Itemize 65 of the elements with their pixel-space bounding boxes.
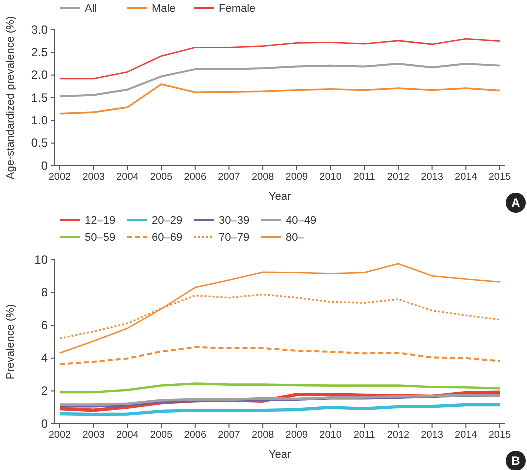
x-tick-label: 2011 — [354, 430, 376, 442]
x-tick-label: 2003 — [82, 172, 106, 184]
x-axis-title: Year — [268, 449, 292, 461]
x-tick-label: 2005 — [150, 430, 174, 442]
legend-label: 70–79 — [219, 232, 250, 244]
x-tick-label: 2004 — [116, 172, 140, 184]
legend-label: 60–69 — [152, 232, 183, 244]
y-tick-label: 6 — [41, 318, 48, 332]
x-tick-label: 2010 — [320, 172, 342, 184]
x-tick-label: 2011 — [354, 172, 376, 184]
y-tick-label: 0 — [41, 158, 48, 173]
x-tick-label: 2008 — [252, 430, 275, 442]
line-series — [59, 38, 501, 80]
x-tick-label: 2014 — [455, 172, 478, 184]
legend-label: Female — [219, 3, 256, 15]
x-tick-label: 2002 — [48, 172, 72, 184]
y-tick-label: 0.5 — [31, 136, 48, 150]
x-tick-label: 2015 — [488, 430, 512, 442]
x-tick-label: 2002 — [48, 430, 72, 442]
x-tick-label: 2006 — [184, 430, 207, 442]
y-tick-label: 3.0 — [31, 22, 48, 37]
y-tick-label: 0 — [41, 416, 48, 431]
legend-label: 80– — [286, 232, 306, 244]
legend-label: 12–19 — [85, 215, 116, 227]
x-tick-label: 2006 — [184, 172, 207, 184]
legend-label: 50–59 — [85, 232, 116, 244]
legend-label: 30–39 — [219, 215, 250, 227]
line-series — [59, 63, 501, 98]
x-tick-label: 2012 — [387, 172, 410, 184]
x-tick-label: 2015 — [488, 172, 512, 184]
y-axis-title: Age-standardized prevalence (%) — [5, 16, 17, 180]
x-axis-title: Year — [268, 191, 292, 203]
x-tick-label: 2004 — [116, 430, 140, 442]
x-tick-label: 2014 — [455, 430, 478, 442]
x-tick-label: 2007 — [218, 172, 241, 184]
y-tick-label: 2.5 — [31, 46, 48, 60]
x-tick-label: 2005 — [150, 172, 174, 184]
panel-badge: A — [506, 193, 526, 213]
x-tick-label: 2009 — [286, 172, 308, 184]
x-tick-label: 2007 — [218, 430, 241, 442]
x-tick-label: 2010 — [320, 430, 342, 442]
y-axis-title: Prevalence (%) — [5, 304, 17, 380]
y-tick-label: 1.5 — [31, 90, 48, 105]
x-tick-label: 2009 — [286, 430, 308, 442]
x-tick-label: 2013 — [421, 172, 444, 184]
y-tick-label: 8 — [41, 286, 48, 300]
x-tick-label: 2008 — [252, 172, 275, 184]
line-series — [59, 263, 501, 354]
legend-label: All — [85, 3, 98, 15]
y-tick-label: 1.0 — [31, 114, 48, 128]
line-series — [58, 382, 502, 394]
legend-label: 20–29 — [152, 215, 183, 227]
line-series — [58, 403, 502, 416]
line-series — [59, 346, 501, 366]
x-tick-label: 2012 — [387, 430, 410, 442]
legend-label: Male — [152, 3, 176, 15]
y-tick-label: 4 — [41, 351, 48, 366]
x-tick-label: 2013 — [421, 430, 444, 442]
y-tick-label: 2 — [41, 384, 48, 398]
y-tick-label: 10 — [34, 252, 48, 267]
y-tick-label: 2.0 — [31, 68, 48, 82]
legend-label: 40–49 — [286, 215, 317, 227]
panel-badge: B — [506, 451, 526, 470]
x-tick-label: 2003 — [82, 430, 106, 442]
line-series — [59, 84, 501, 115]
